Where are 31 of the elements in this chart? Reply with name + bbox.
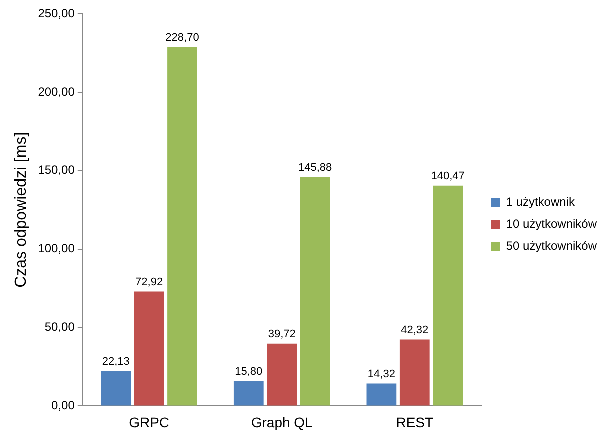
data-label: 39,72 (268, 328, 296, 340)
bar (267, 344, 298, 406)
x-tick-label: GRPC (129, 414, 170, 430)
data-label: 42,32 (401, 324, 429, 336)
data-label: 14,32 (368, 368, 396, 380)
bar (433, 186, 464, 406)
y-axis-title: Czas odpowiedzi [ms] (13, 132, 30, 288)
data-label: 72,92 (136, 276, 164, 288)
legend-label: 1 użytkownik (506, 194, 576, 209)
x-tick-label: REST (396, 414, 434, 430)
legend-label: 10 użytkowników (506, 216, 598, 231)
bar (300, 177, 330, 406)
bar (366, 384, 397, 406)
bar (234, 381, 264, 406)
data-label: 22,13 (102, 356, 130, 368)
y-tick-label: 100,00 (38, 242, 76, 256)
bar (400, 340, 430, 406)
data-label: 145,88 (298, 162, 332, 174)
y-tick-label: 200,00 (38, 84, 76, 99)
data-label: 228,70 (166, 32, 200, 44)
data-label: 140,47 (431, 170, 465, 182)
x-tick-label: Graph QL (251, 414, 314, 430)
bar (168, 47, 198, 406)
y-tick-label: 50,00 (44, 320, 76, 334)
y-tick-label: 150,00 (38, 163, 76, 178)
bar (134, 292, 164, 406)
y-tick-label: 250,00 (38, 6, 76, 20)
y-tick-label: 0,00 (52, 398, 76, 413)
data-label: 15,80 (235, 366, 263, 378)
bar (101, 371, 132, 406)
legend-label: 50 użytkowników (506, 238, 598, 253)
